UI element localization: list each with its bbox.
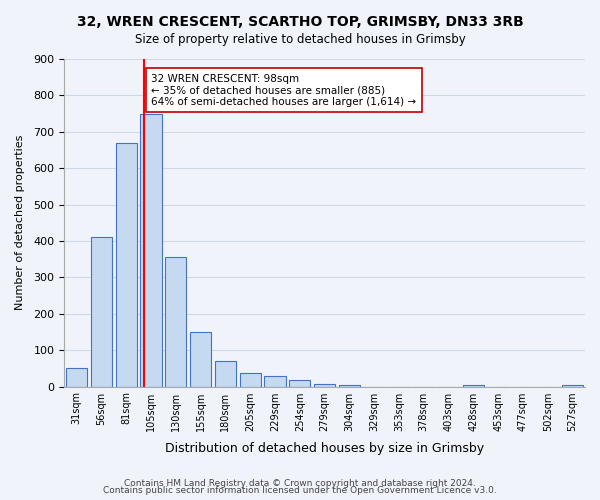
Bar [91,238,112,386]
X-axis label: Distribution of detached houses by size in Grimsby: Distribution of detached houses by size … [165,442,484,455]
Text: Contains HM Land Registry data © Crown copyright and database right 2024.: Contains HM Land Registry data © Crown c… [124,478,476,488]
Text: Size of property relative to detached houses in Grimsby: Size of property relative to detached ho… [134,32,466,46]
Bar [314,384,335,386]
Text: Contains public sector information licensed under the Open Government Licence v3: Contains public sector information licen… [103,486,497,495]
Bar [239,373,261,386]
Text: 32, WREN CRESCENT, SCARTHO TOP, GRIMSBY, DN33 3RB: 32, WREN CRESCENT, SCARTHO TOP, GRIMSBY,… [77,15,523,29]
Bar [289,380,310,386]
Bar [215,361,236,386]
Bar [265,376,286,386]
Y-axis label: Number of detached properties: Number of detached properties [15,135,25,310]
Bar [190,332,211,386]
Bar [140,114,161,386]
Bar [116,142,137,386]
Bar [165,258,187,386]
Text: 32 WREN CRESCENT: 98sqm
← 35% of detached houses are smaller (885)
64% of semi-d: 32 WREN CRESCENT: 98sqm ← 35% of detache… [151,74,416,107]
Bar [66,368,87,386]
